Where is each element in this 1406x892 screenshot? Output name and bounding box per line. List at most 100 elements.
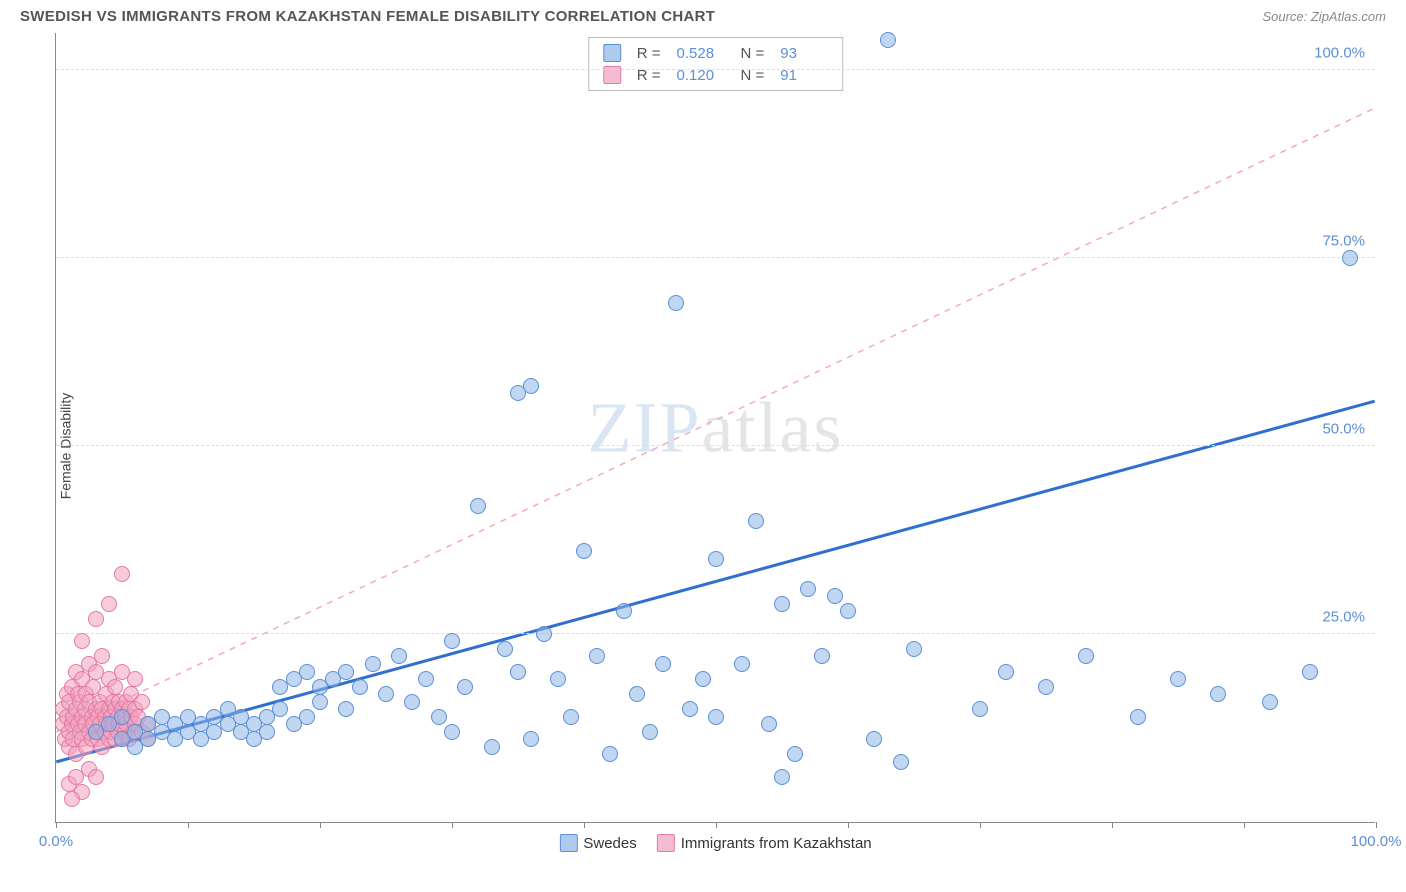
x-tick (188, 822, 189, 828)
data-point (444, 633, 460, 649)
series-legend: Swedes Immigrants from Kazakhstan (559, 834, 871, 852)
data-point (761, 716, 777, 732)
data-point (1170, 671, 1186, 687)
x-tick (452, 822, 453, 828)
data-point (827, 588, 843, 604)
data-point (470, 498, 486, 514)
data-point (906, 641, 922, 657)
stat-row: R =0.120N =91 (603, 64, 829, 86)
r-label: R = (637, 45, 661, 62)
data-point (94, 648, 110, 664)
data-point (74, 633, 90, 649)
data-point (272, 701, 288, 717)
data-point (695, 671, 711, 687)
data-point (457, 679, 473, 695)
data-point (88, 769, 104, 785)
x-tick-label: 100.0% (1351, 833, 1402, 850)
legend-swatch (657, 834, 675, 852)
n-value: 93 (780, 45, 828, 62)
x-tick (980, 822, 981, 828)
y-tick-label: 50.0% (1322, 420, 1365, 437)
data-point (523, 378, 539, 394)
x-tick (1244, 822, 1245, 828)
gridline (56, 445, 1375, 446)
data-point (391, 648, 407, 664)
data-point (708, 709, 724, 725)
data-point (708, 551, 724, 567)
x-tick (1376, 822, 1377, 828)
legend-label: Immigrants from Kazakhstan (681, 835, 872, 852)
data-point (378, 686, 394, 702)
data-point (101, 596, 117, 612)
data-point (352, 679, 368, 695)
legend-label: Swedes (583, 835, 636, 852)
data-point (404, 694, 420, 710)
data-point (682, 701, 698, 717)
scatter-plot-area: ZIPatlas R =0.528N =93R =0.120N =91 Swed… (55, 33, 1375, 823)
chart-title: SWEDISH VS IMMIGRANTS FROM KAZAKHSTAN FE… (20, 8, 715, 25)
regression-lines (56, 33, 1375, 822)
data-point (299, 709, 315, 725)
data-point (1038, 679, 1054, 695)
legend-item: Swedes (559, 834, 636, 852)
y-tick-label: 100.0% (1314, 44, 1365, 61)
x-tick (848, 822, 849, 828)
gridline (56, 633, 1375, 634)
data-point (602, 746, 618, 762)
x-tick-label: 0.0% (39, 833, 73, 850)
data-point (497, 641, 513, 657)
y-tick-label: 75.0% (1322, 232, 1365, 249)
legend-swatch (559, 834, 577, 852)
stat-row: R = 0.528 N = 93 (603, 42, 829, 64)
source-attribution: Source: ZipAtlas.com (1262, 9, 1386, 24)
data-point (800, 581, 816, 597)
data-point (259, 724, 275, 740)
data-point (431, 709, 447, 725)
data-point (998, 664, 1014, 680)
data-point (127, 671, 143, 687)
data-point (418, 671, 434, 687)
correlation-stats-box: R = 0.528 N = 93 R =0.120N =91 (588, 37, 844, 91)
data-point (1302, 664, 1318, 680)
data-point (787, 746, 803, 762)
header-bar: SWEDISH VS IMMIGRANTS FROM KAZAKHSTAN FE… (0, 0, 1406, 29)
data-point (668, 295, 684, 311)
data-point (576, 543, 592, 559)
r-value: 0.528 (677, 45, 725, 62)
data-point (338, 664, 354, 680)
watermark-text: ZIPatlas (588, 386, 844, 469)
n-label: N = (741, 45, 765, 62)
data-point (338, 701, 354, 717)
data-point (616, 603, 632, 619)
data-point (629, 686, 645, 702)
data-point (134, 694, 150, 710)
data-point (299, 664, 315, 680)
legend-swatch (603, 44, 621, 62)
data-point (563, 709, 579, 725)
x-tick (1112, 822, 1113, 828)
data-point (114, 709, 130, 725)
data-point (814, 648, 830, 664)
x-tick (56, 822, 57, 828)
data-point (550, 671, 566, 687)
data-point (748, 513, 764, 529)
x-tick (320, 822, 321, 828)
gridline (56, 257, 1375, 258)
data-point (880, 32, 896, 48)
data-point (523, 731, 539, 747)
data-point (365, 656, 381, 672)
data-point (655, 656, 671, 672)
data-point (774, 596, 790, 612)
data-point (444, 724, 460, 740)
data-point (972, 701, 988, 717)
data-point (589, 648, 605, 664)
data-point (1342, 250, 1358, 266)
data-point (642, 724, 658, 740)
x-tick (584, 822, 585, 828)
data-point (840, 603, 856, 619)
legend-item: Immigrants from Kazakhstan (657, 834, 872, 852)
data-point (774, 769, 790, 785)
gridline (56, 69, 1375, 70)
data-point (88, 611, 104, 627)
data-point (107, 679, 123, 695)
